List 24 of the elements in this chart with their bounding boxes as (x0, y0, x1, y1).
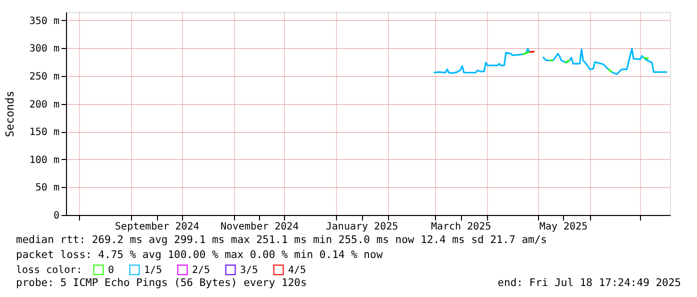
text: median rtt: 269.2 ms avg 299.1 ms max 251.1 ms min 255.0 ms now 12.4 ms sd 21.7 am/s (16, 234, 548, 246)
legend-title: loss color: (16, 265, 82, 276)
legend-label: 2/5 (192, 264, 210, 276)
legend-label: 4/5 (288, 264, 306, 276)
x-tick-label: September 2024 (115, 222, 200, 232)
text: packet loss: 4.75 % avg 100.00 % max 0.00 % min 0.14 % now (16, 249, 384, 261)
legend-label: 1/5 (144, 264, 162, 276)
y-tick-label: 150 m (29, 127, 60, 138)
x-tick-label: May 2025 (539, 222, 588, 232)
y-axis-title: Seconds (3, 90, 16, 138)
y-tick-label: 0 (53, 210, 60, 222)
y-tick-label: 350 m (29, 16, 60, 27)
y-tick-label: 250 m (29, 71, 60, 82)
text: end: Fri Jul 18 17:24:49 2025 (498, 277, 681, 289)
legend-label: 3/5 (240, 264, 258, 276)
y-tick-label: 100 m (29, 154, 60, 166)
legend-label: 0 (108, 264, 114, 276)
x-tick-label: March 2025 (430, 222, 492, 232)
y-tick-label: 50 m (35, 182, 60, 194)
text: probe: 5 ICMP Echo Pings (56 Bytes) every 120s (16, 277, 307, 289)
y-tick-label: 300 m (29, 44, 60, 55)
x-tick-label: January 2025 (326, 222, 398, 232)
x-tick-label: November 2024 (220, 222, 299, 232)
y-tick-label: 200 m (29, 99, 60, 110)
